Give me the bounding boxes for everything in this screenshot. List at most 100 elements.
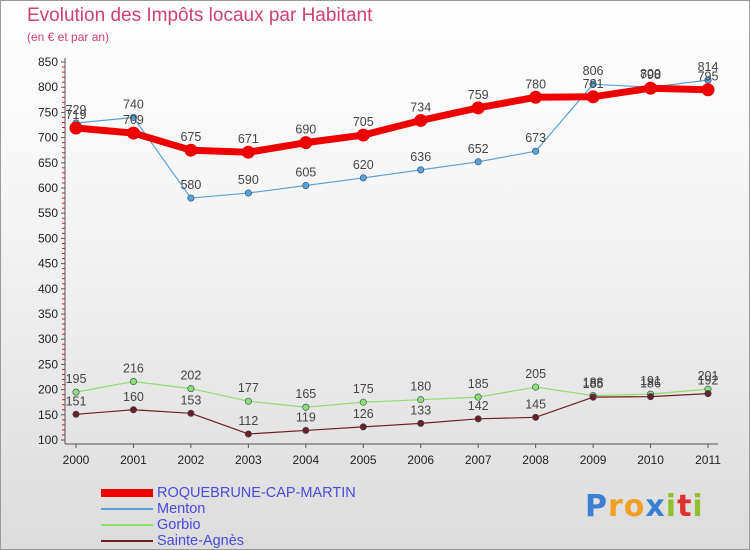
data-label: 620 xyxy=(353,158,374,172)
x-tick-label: 2006 xyxy=(407,453,434,467)
x-tick-label: 2002 xyxy=(178,453,205,467)
data-point xyxy=(187,194,195,202)
data-label: 175 xyxy=(353,382,374,396)
data-point xyxy=(647,393,655,401)
x-tick-label: 2001 xyxy=(120,453,147,467)
series-line-3 xyxy=(75,393,709,435)
y-tick-label: 300 xyxy=(38,332,58,346)
logo-letter: i xyxy=(692,489,704,524)
data-label: 806 xyxy=(583,64,604,78)
data-label: 160 xyxy=(123,390,144,404)
data-label: 201 xyxy=(698,369,719,383)
data-label: 180 xyxy=(410,380,431,394)
y-tick-label: 350 xyxy=(38,307,58,321)
data-label: 202 xyxy=(180,369,201,383)
data-point xyxy=(69,121,83,135)
legend-label: Gorbio xyxy=(157,517,201,533)
data-label: 719 xyxy=(66,108,87,122)
data-point xyxy=(187,409,195,417)
data-point xyxy=(589,80,597,88)
data-label: 780 xyxy=(525,77,546,91)
data-label: 205 xyxy=(525,367,546,381)
legend-label: ROQUEBRUNE-CAP-MARTIN xyxy=(157,485,356,501)
data-label: 142 xyxy=(468,399,489,413)
data-label: 590 xyxy=(238,173,259,187)
x-tick-label: 2007 xyxy=(465,453,492,467)
data-point xyxy=(72,410,80,418)
data-point xyxy=(187,385,195,393)
data-label: 188 xyxy=(583,376,604,390)
legend: ROQUEBRUNE-CAP-MARTIN Menton Gorbio Sainte-… xyxy=(101,485,356,549)
data-point xyxy=(359,174,367,182)
logo-letter: x xyxy=(645,489,666,524)
data-point xyxy=(417,166,425,174)
data-label: 675 xyxy=(180,130,201,144)
data-point xyxy=(184,143,198,157)
y-tick-label: 500 xyxy=(38,231,58,245)
data-label: 673 xyxy=(525,131,546,145)
data-point xyxy=(471,101,485,115)
y-tick-label: 550 xyxy=(38,206,58,220)
y-tick-label: 800 xyxy=(38,80,58,94)
data-label: 671 xyxy=(238,132,259,146)
logo-letter: r xyxy=(608,489,624,524)
legend-item: ROQUEBRUNE-CAP-MARTIN xyxy=(101,485,356,501)
data-point xyxy=(244,430,252,438)
y-tick-label: 700 xyxy=(38,131,58,145)
data-label: 605 xyxy=(295,165,316,179)
series-line-2 xyxy=(75,380,709,408)
data-label: 798 xyxy=(640,68,661,82)
legend-item: Menton xyxy=(101,501,356,517)
data-label: 705 xyxy=(353,115,374,129)
data-label: 126 xyxy=(353,407,374,421)
y-tick-label: 200 xyxy=(38,383,58,397)
data-label: 112 xyxy=(238,414,258,428)
data-point xyxy=(474,158,482,166)
x-tick-label: 2009 xyxy=(580,453,607,467)
legend-swatch xyxy=(101,508,153,510)
data-point xyxy=(129,378,137,386)
data-label: 153 xyxy=(180,393,201,407)
data-label: 690 xyxy=(295,123,316,137)
x-tick-label: 2003 xyxy=(235,453,262,467)
legend-item: Gorbio xyxy=(101,517,356,533)
data-label: 195 xyxy=(66,372,87,386)
data-label: 185 xyxy=(468,377,489,391)
data-label: 151 xyxy=(66,394,87,408)
data-point xyxy=(644,81,658,95)
y-tick-label: 450 xyxy=(38,257,58,271)
data-point xyxy=(417,396,425,404)
y-tick-label: 650 xyxy=(38,156,58,170)
data-label: 814 xyxy=(698,60,719,74)
data-label: 709 xyxy=(123,113,144,127)
legend-label: Sainte-Agnès xyxy=(157,533,245,549)
y-tick-label: 850 xyxy=(38,55,58,69)
data-label: 580 xyxy=(180,178,201,192)
data-point xyxy=(302,403,310,411)
data-point xyxy=(414,113,428,127)
data-point xyxy=(356,128,370,142)
data-label: 185 xyxy=(583,377,604,391)
legend-swatch xyxy=(101,540,153,542)
y-tick-label: 250 xyxy=(38,357,58,371)
data-point xyxy=(704,390,712,398)
data-point xyxy=(302,426,310,434)
data-point xyxy=(359,398,367,406)
logo-letter: P xyxy=(585,489,608,524)
legend-item: Sainte-Agnès xyxy=(101,533,356,549)
data-point xyxy=(359,423,367,431)
data-label: 800 xyxy=(640,67,661,81)
data-point xyxy=(241,145,255,159)
logo-letter: t xyxy=(677,489,693,524)
legend-label: Menton xyxy=(157,501,206,517)
data-point xyxy=(302,181,310,189)
data-label: 119 xyxy=(296,410,316,424)
y-tick-label: 600 xyxy=(38,181,58,195)
data-label: 734 xyxy=(410,100,431,114)
data-point xyxy=(474,393,482,401)
data-label: 186 xyxy=(640,377,661,391)
legend-swatch xyxy=(101,524,153,526)
data-point xyxy=(529,90,543,104)
data-point xyxy=(532,413,540,421)
